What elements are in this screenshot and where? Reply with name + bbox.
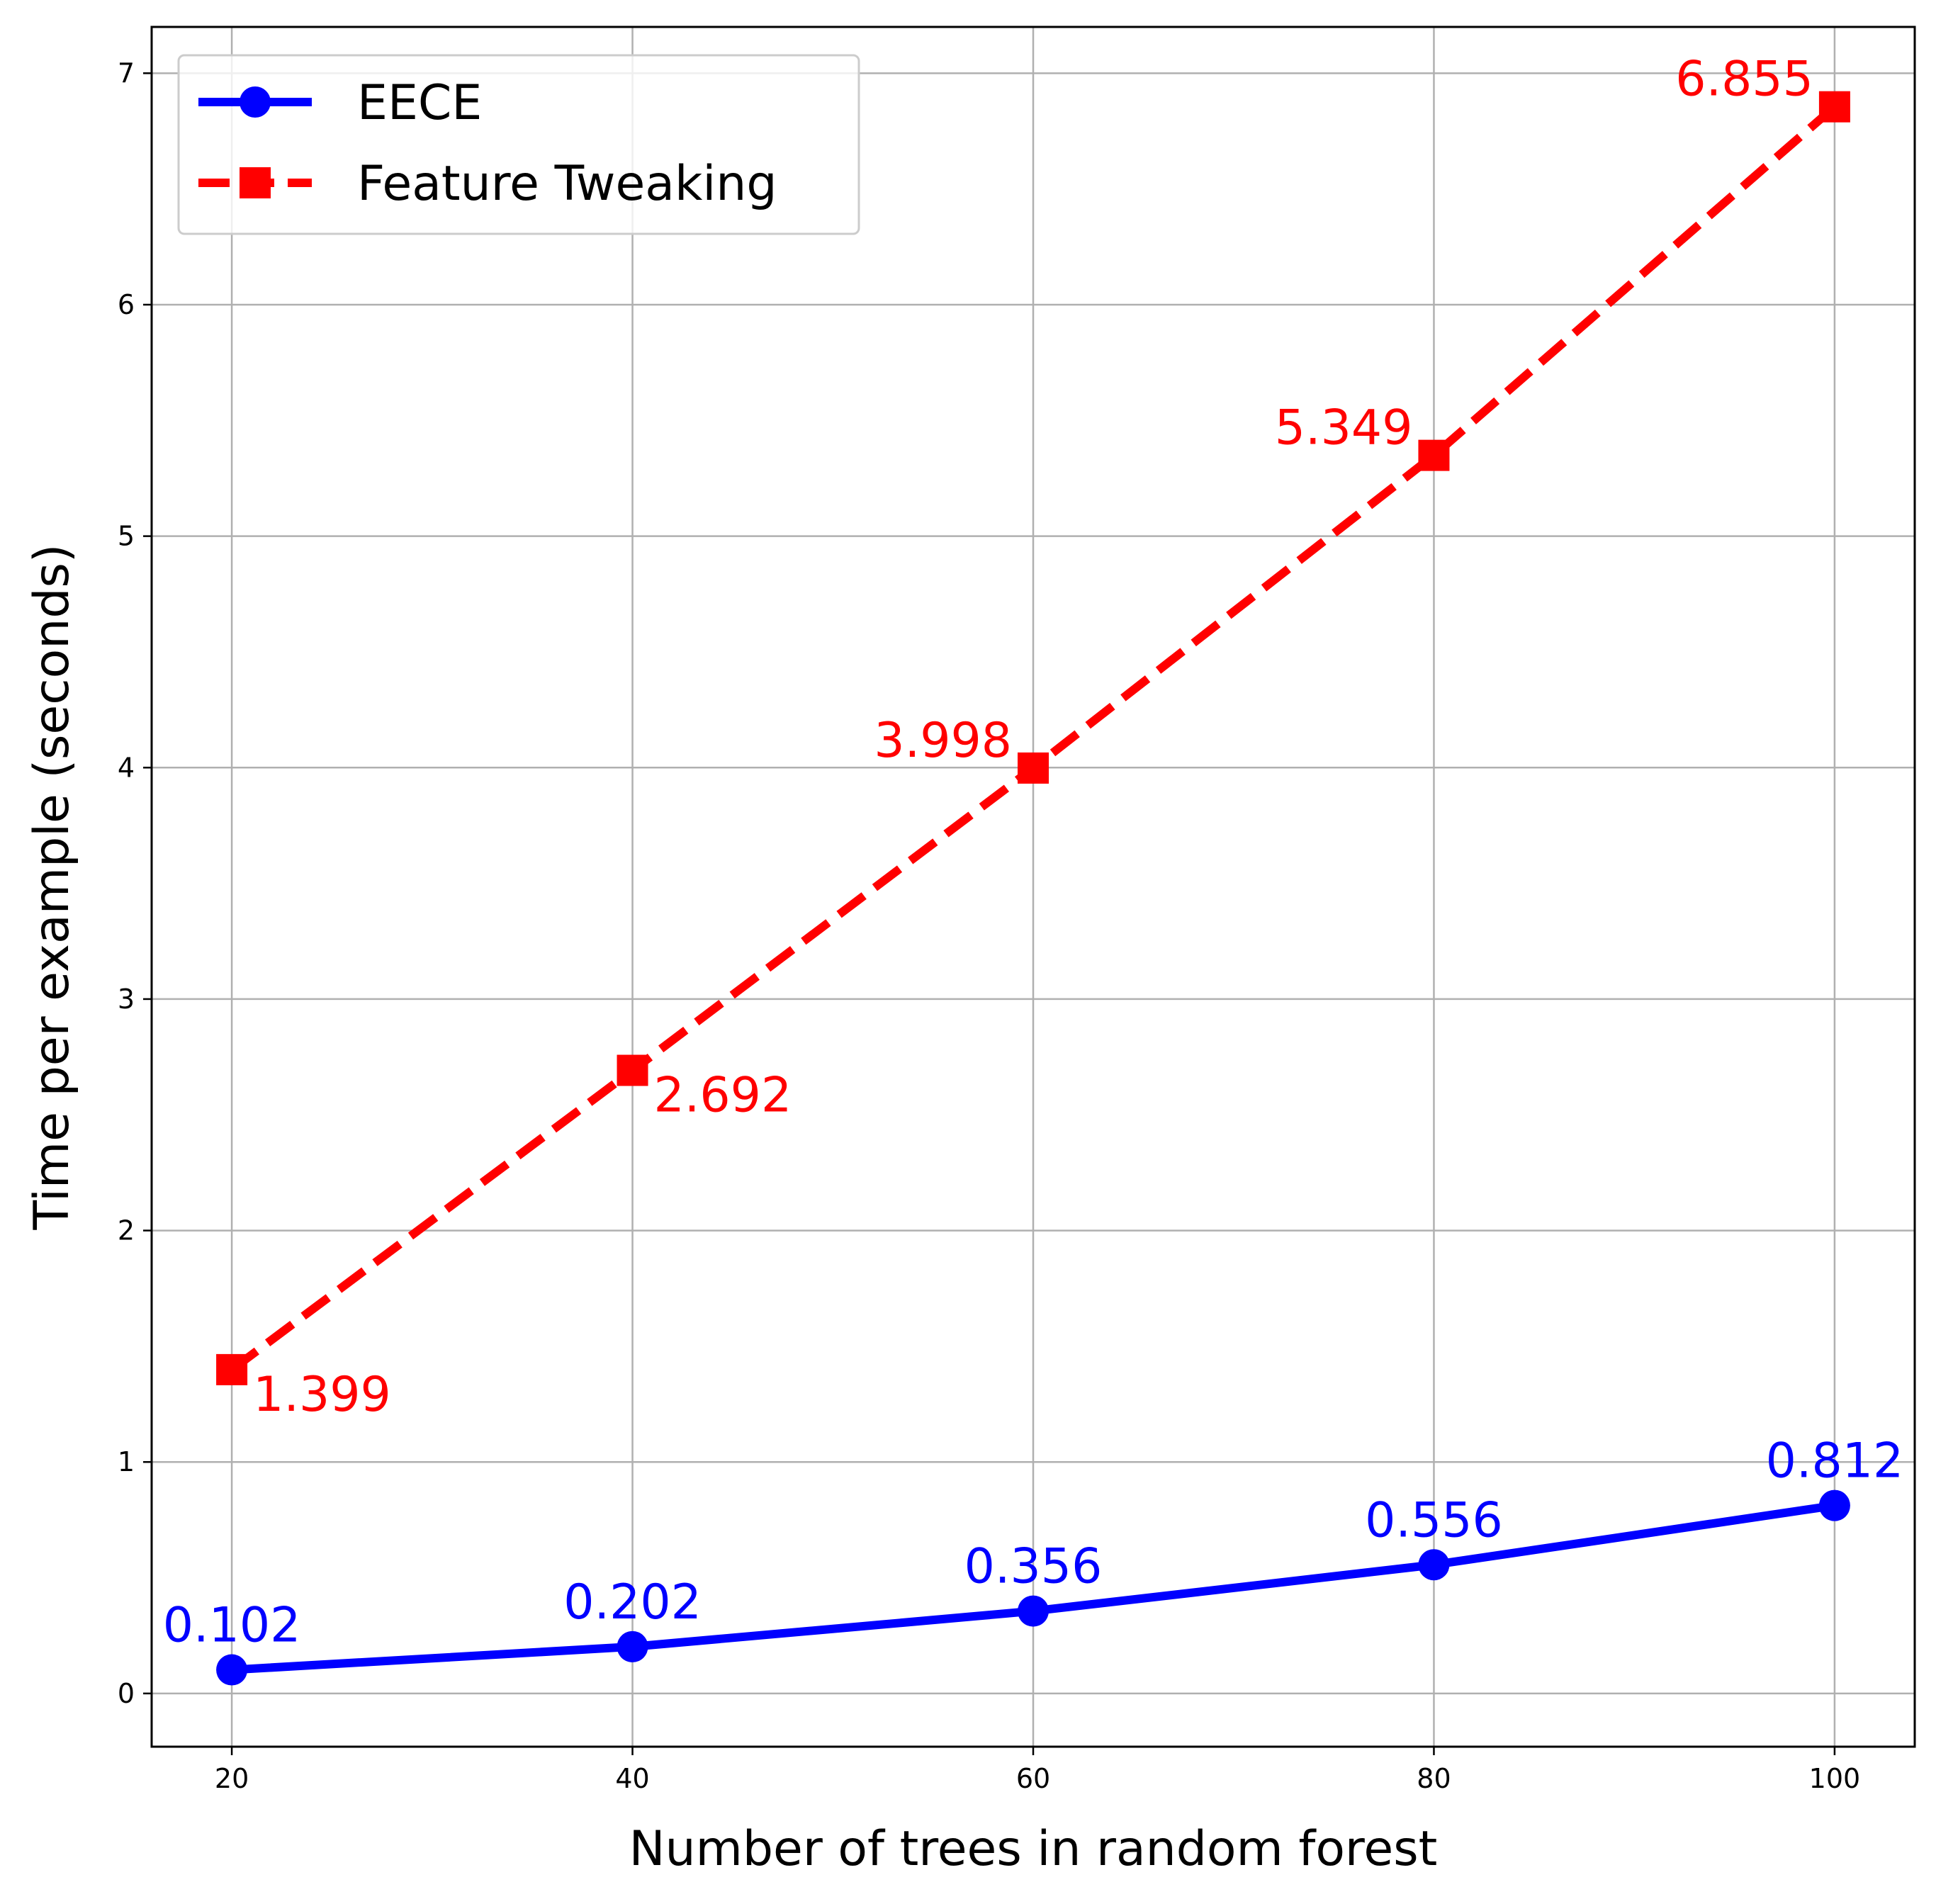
legend-label: Feature Tweaking <box>357 156 777 212</box>
x-tick-label: 100 <box>1809 1763 1861 1794</box>
data-labels: 0.102 0.202 0.356 0.556 0.812 1.399 2.692 3.998… <box>163 52 1903 1654</box>
x-tick-label: 40 <box>615 1763 649 1794</box>
x-tick-label: 80 <box>1417 1763 1451 1794</box>
x-tick-label: 60 <box>1016 1763 1050 1794</box>
x-axis-label: Number of trees in random forest <box>629 1821 1438 1877</box>
data-point <box>216 1353 248 1385</box>
data-point <box>1818 91 1850 123</box>
y-tick-label: 3 <box>118 984 135 1015</box>
data-label: 1.399 <box>253 1367 391 1423</box>
x-tick-label: 20 <box>215 1763 249 1794</box>
data-label: 0.102 <box>163 1598 301 1654</box>
data-point <box>1818 1489 1850 1521</box>
y-tick-label: 2 <box>118 1215 135 1246</box>
data-label: 3.998 <box>874 713 1012 769</box>
data-point <box>1418 1549 1450 1581</box>
legend-marker <box>240 86 271 118</box>
data-label: 0.356 <box>964 1539 1103 1595</box>
data-point <box>1418 439 1450 471</box>
data-point <box>617 1054 648 1086</box>
series-feature-tweaking <box>216 91 1850 1385</box>
legend-marker <box>240 167 271 198</box>
y-tick-label: 1 <box>118 1446 135 1477</box>
data-label: 0.812 <box>1766 1433 1904 1489</box>
y-tick-label: 7 <box>118 57 135 89</box>
series-eece <box>216 1489 1850 1686</box>
legend-box <box>177 54 860 235</box>
x-axis-ticks: 20 40 60 80 100 <box>215 1747 1860 1794</box>
y-tick-label: 5 <box>118 521 135 552</box>
data-point <box>216 1654 248 1686</box>
data-point <box>617 1630 648 1662</box>
y-axis-label: Time per example (seconds) <box>24 544 80 1231</box>
data-label: 2.692 <box>654 1068 792 1124</box>
data-label: 0.202 <box>563 1575 702 1630</box>
y-axis-ticks: 0 1 2 3 4 5 6 7 <box>118 57 152 1709</box>
data-label: 0.556 <box>1365 1492 1503 1548</box>
legend: EECE Feature Tweaking <box>177 54 860 235</box>
y-tick-label: 4 <box>118 752 135 783</box>
y-tick-label: 0 <box>118 1678 135 1709</box>
data-point <box>1018 752 1049 784</box>
data-label: 6.855 <box>1675 52 1813 108</box>
legend-label: EECE <box>357 75 482 131</box>
y-tick-label: 6 <box>118 289 135 320</box>
data-point <box>1018 1595 1049 1627</box>
data-label: 5.349 <box>1275 400 1413 456</box>
series-layer <box>216 91 1850 1686</box>
legend-items: EECE Feature Tweaking <box>198 75 777 212</box>
grid <box>152 27 1915 1747</box>
